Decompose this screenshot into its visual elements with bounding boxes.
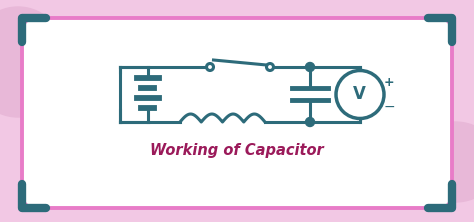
Circle shape — [306, 63, 315, 71]
Ellipse shape — [0, 7, 68, 117]
Circle shape — [306, 117, 315, 127]
Text: V: V — [353, 85, 365, 103]
FancyBboxPatch shape — [22, 18, 452, 208]
Text: Working of Capacitor: Working of Capacitor — [150, 143, 324, 157]
Text: +: + — [383, 76, 394, 89]
Ellipse shape — [410, 122, 474, 202]
Text: −: − — [383, 99, 395, 113]
